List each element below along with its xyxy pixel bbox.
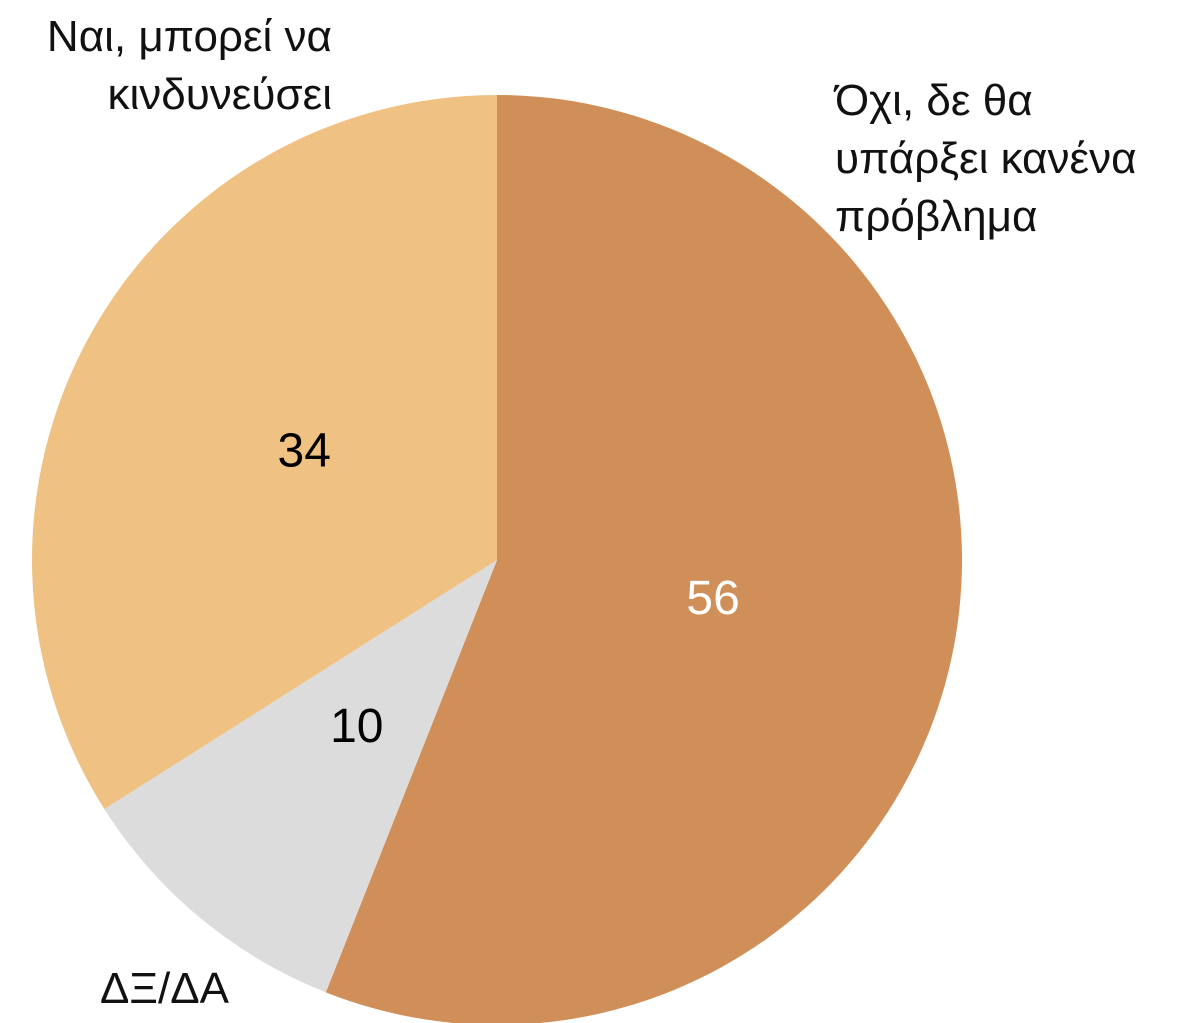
value-label: 10 — [330, 700, 383, 753]
pie-slice — [104, 560, 497, 993]
value-label: 34 — [278, 425, 331, 478]
category-label: Όχι, δε θα υπάρξει κανένα πρόβλημα — [835, 76, 1137, 241]
value-label: 56 — [686, 572, 739, 625]
category-label: Ναι, μπορεί να κινδυνεύσει — [46, 12, 332, 119]
category-label: ΔΞ/ΔΑ — [100, 964, 229, 1013]
pie-slice — [32, 95, 498, 810]
pie-slice — [325, 95, 962, 1023]
